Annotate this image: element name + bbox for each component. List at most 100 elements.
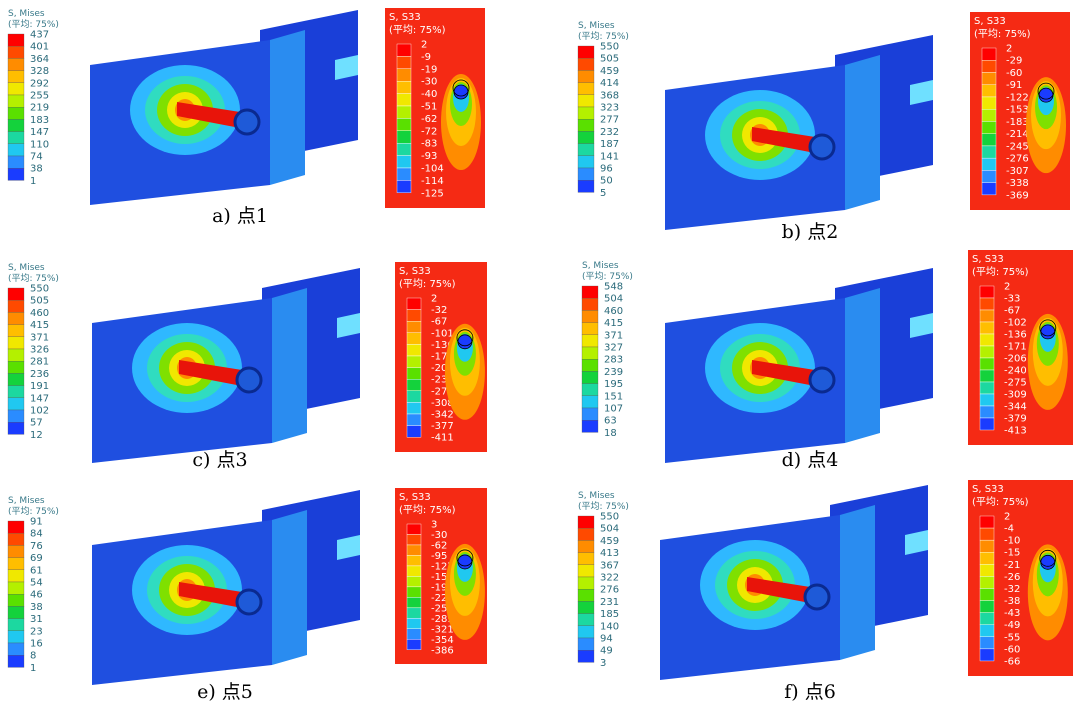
legend-band (979, 588, 995, 601)
legend-band (406, 523, 422, 535)
legend-value: -344 (1004, 402, 1027, 413)
legend-band (979, 405, 995, 419)
legend-band (406, 355, 422, 368)
legend-band (396, 142, 412, 156)
legend-value: 505 (30, 296, 49, 307)
caption: c) 点3 (192, 449, 247, 471)
legend-subtitle: (平均: 75%) (582, 270, 633, 282)
legend-subtitle: (平均: 75%) (389, 24, 446, 36)
legend-band (581, 285, 599, 299)
legend-value: -170 (431, 352, 454, 363)
legend-band (577, 564, 595, 578)
legend-value: -38 (1004, 596, 1020, 607)
legend-value: -127 (431, 561, 454, 572)
legend-title: S, S33 (389, 12, 421, 23)
legend-value: 183 (30, 115, 49, 126)
legend-band (979, 539, 995, 553)
legend-band (981, 60, 997, 73)
legend-value: 504 (604, 294, 623, 305)
legend-band (581, 383, 599, 396)
legend-value: -183 (1006, 117, 1029, 128)
legend-value: 367 (600, 560, 619, 571)
legend-band (981, 145, 997, 159)
legend-band (577, 167, 595, 181)
legend-band (979, 527, 995, 541)
legend-value: -214 (1006, 129, 1029, 140)
legend-band (7, 46, 25, 59)
legend-subtitle: (平均: 75%) (578, 30, 629, 42)
legend-value: 61 (30, 565, 43, 576)
legend-value: -9 (421, 52, 431, 63)
legend-band (981, 84, 997, 98)
legend-value: 322 (600, 573, 619, 584)
legend-band (581, 334, 599, 348)
legend-band (577, 552, 595, 565)
legend-band (406, 534, 422, 546)
legend-value: 550 (600, 42, 619, 53)
legend-title: S, S33 (399, 266, 431, 277)
legend-value: 505 (600, 54, 619, 65)
legend-value: 3 (600, 658, 606, 669)
legend-subtitle: (平均: 75%) (399, 278, 456, 290)
legend-band (406, 402, 422, 415)
legend-value: 2 (431, 294, 437, 305)
legend-band (7, 594, 25, 607)
ring (235, 588, 263, 616)
ring (808, 366, 836, 394)
legend-band (396, 180, 412, 193)
legend-band (7, 361, 25, 374)
legend-band (406, 618, 422, 630)
legend-band (7, 630, 25, 644)
legend-value: -274 (431, 386, 454, 397)
marker (452, 79, 470, 97)
rod (752, 127, 815, 153)
legend-value: 368 (600, 90, 619, 101)
rod (747, 577, 810, 603)
legend-band (7, 618, 25, 631)
legend-band (577, 94, 595, 108)
rod (179, 360, 242, 386)
legend-value: -245 (1006, 141, 1029, 152)
legend-value: -62 (431, 540, 447, 551)
legend-value: -83 (421, 139, 437, 150)
legend-band (979, 600, 995, 613)
legend-band (396, 130, 412, 144)
legend-value: -55 (1004, 632, 1020, 643)
legend-band (406, 576, 422, 588)
legend-value: -93 (421, 151, 437, 162)
panel: S, Mises(平均: 75%)55050545941436832327723… (577, 12, 1070, 243)
side-plate (272, 510, 307, 665)
legend-band (406, 332, 422, 345)
legend-band (406, 413, 422, 426)
side-plate (840, 505, 875, 660)
legend-band (577, 131, 595, 144)
ring (803, 583, 831, 611)
side-plate (845, 288, 880, 443)
legend-band (7, 155, 25, 169)
legend-value: -19 (421, 64, 437, 75)
legend-band (7, 107, 25, 120)
rod (179, 582, 242, 608)
legend-value: -10 (1004, 536, 1020, 547)
legend-band (979, 636, 995, 650)
legend-band (577, 82, 595, 95)
legend-value: -136 (431, 340, 454, 351)
legend-band (979, 552, 995, 565)
legend-band (406, 628, 422, 640)
legend-value: 1 (30, 663, 36, 674)
ring (235, 366, 263, 394)
legend-value: 191 (30, 381, 49, 392)
legend-value: 31 (30, 614, 43, 625)
legend-value: 364 (30, 54, 49, 65)
legend-value: -67 (431, 317, 447, 328)
legend-subtitle: (平均: 75%) (974, 28, 1031, 40)
legend-value: 2 (421, 40, 427, 51)
legend-value: 18 (604, 428, 617, 439)
legend-value: -307 (1006, 166, 1029, 177)
legend-value: 91 (30, 517, 43, 528)
legend-band (979, 393, 995, 407)
legend-band (7, 409, 25, 423)
legend-value: -413 (1004, 426, 1027, 437)
legend-band (577, 119, 595, 132)
legend-band (7, 58, 25, 71)
